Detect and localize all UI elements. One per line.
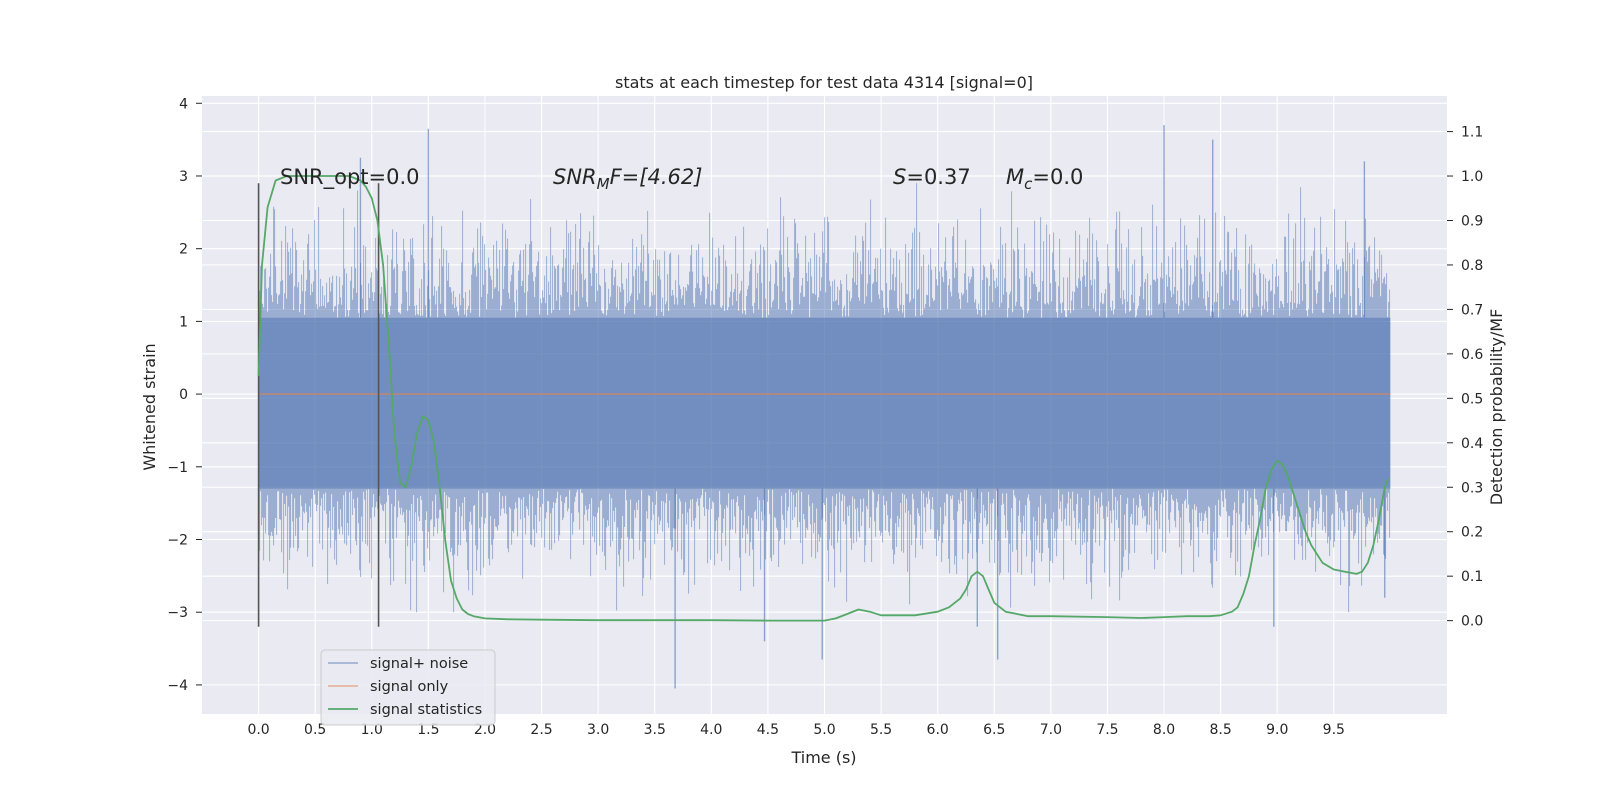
legend-label-statistics: signal statistics xyxy=(370,702,482,718)
x-tick-label: 4.0 xyxy=(700,722,722,738)
y2-axis-ticks: 1.1 1.0 0.9 0.8 0.7 0.6 0.5 0.4 0.3 0.2 0.1 0.0 xyxy=(1447,125,1483,630)
x-tick-label: 0.0 xyxy=(247,722,269,738)
x-tick-label: 8.5 xyxy=(1210,722,1232,738)
y-tick-label: 4 xyxy=(179,96,188,112)
x-tick-label: 1.5 xyxy=(417,722,439,738)
x-tick-label: 3.5 xyxy=(644,722,666,738)
signal-noise-series xyxy=(258,125,1391,689)
y2-tick-label: 0.8 xyxy=(1461,258,1483,274)
s-variable: S xyxy=(893,165,906,189)
x-tick-label: 6.0 xyxy=(927,722,949,738)
legend-box xyxy=(320,649,496,726)
y-axis-ticks: 4 3 2 1 0 −1 −2 −3 −4 xyxy=(167,96,202,694)
x-axis-ticks: 0.0 0.5 1.0 1.5 2.0 2.5 3.0 3.5 4.0 4.5 5.0 5.5 6.0 6… xyxy=(247,722,1344,738)
x-tick-label: 1.0 xyxy=(361,722,383,738)
y2-tick-label: 0.5 xyxy=(1461,391,1483,407)
signal-statistics-series xyxy=(257,175,1389,622)
y2-tick-label: 0.6 xyxy=(1461,347,1483,363)
x-tick-label: 2.0 xyxy=(474,722,496,738)
snr-mf-subscript: M xyxy=(597,175,610,193)
y-tick-label: 0 xyxy=(179,387,188,403)
y2-tick-label: 0.3 xyxy=(1461,480,1483,496)
marker-lines xyxy=(257,183,380,627)
x-tick-label: 9.5 xyxy=(1323,722,1345,738)
x-tick-label: 4.5 xyxy=(757,722,779,738)
chart-title: stats at each timestep for test data 431… xyxy=(615,73,1033,92)
signal-statistics-line xyxy=(257,175,1389,622)
x-tick-label: 7.5 xyxy=(1096,722,1118,738)
snr-mf-prefix: SNR xyxy=(553,165,597,189)
mc-annotation: Mc=0.0 xyxy=(1006,165,1083,193)
x-tick-label: 7.0 xyxy=(1040,722,1062,738)
y2-tick-label: 1.0 xyxy=(1461,169,1483,185)
y-tick-label: −1 xyxy=(167,460,188,476)
y-tick-label: 3 xyxy=(179,169,188,185)
legend: signal+ noise signal only signal statist… xyxy=(320,649,496,726)
x-tick-label: 5.5 xyxy=(870,722,892,738)
snr-opt-annotation: SNR_opt=0.0 xyxy=(280,165,420,190)
legend-label-signal-only: signal only xyxy=(370,679,449,695)
x-tick-label: 9.0 xyxy=(1266,722,1288,738)
x-tick-label: 5.0 xyxy=(813,722,835,738)
y-tick-label: 1 xyxy=(179,314,188,330)
mc-subscript: c xyxy=(1024,175,1033,193)
s-annotation: S=0.37 xyxy=(893,165,971,189)
y2-tick-label: 0.2 xyxy=(1461,525,1483,541)
y2-tick-label: 0.9 xyxy=(1461,213,1483,229)
mc-value: =0.0 xyxy=(1032,165,1083,189)
snr-mf-suffix: F=[4.62] xyxy=(610,165,703,189)
y-tick-label: 2 xyxy=(179,242,188,258)
y2-tick-label: 0.0 xyxy=(1461,614,1483,630)
y2-tick-label: 1.1 xyxy=(1461,125,1483,141)
y2-axis-label: Detection probability/MF xyxy=(1487,309,1506,506)
y-tick-label: −2 xyxy=(167,533,188,549)
x-tick-label: 3.0 xyxy=(587,722,609,738)
y-tick-label: −4 xyxy=(167,678,188,694)
y-tick-label: −3 xyxy=(167,605,188,621)
x-tick-label: 2.5 xyxy=(530,722,552,738)
y-axis-label: Whitened strain xyxy=(140,343,159,470)
legend-label-noise: signal+ noise xyxy=(370,656,468,672)
x-axis-label: Time (s) xyxy=(790,748,856,767)
snr-mf-annotation: SNRMF=[4.62] xyxy=(553,165,702,193)
y2-tick-label: 0.7 xyxy=(1461,302,1483,318)
y2-tick-label: 0.1 xyxy=(1461,569,1483,585)
x-tick-label: 8.0 xyxy=(1153,722,1175,738)
x-tick-label: 0.5 xyxy=(304,722,326,738)
y2-tick-label: 0.4 xyxy=(1461,436,1483,452)
s-value: =0.37 xyxy=(906,165,970,189)
mc-variable: M xyxy=(1006,165,1024,189)
x-tick-label: 6.5 xyxy=(983,722,1005,738)
